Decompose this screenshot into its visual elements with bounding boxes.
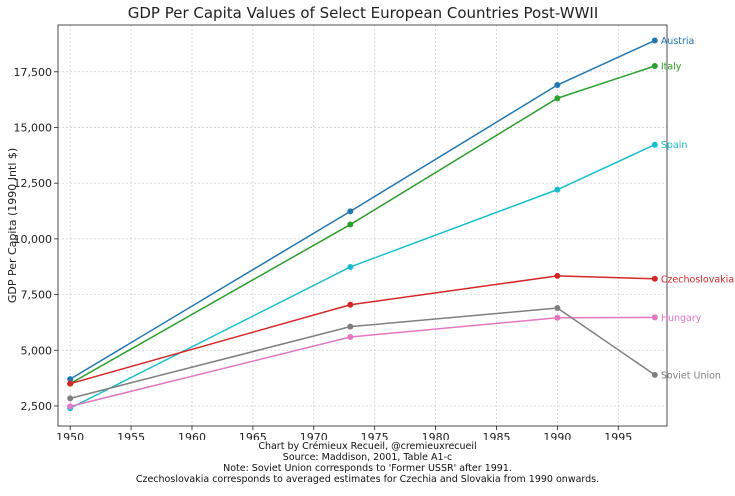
- series-label: Austria: [661, 36, 695, 47]
- data-point: [651, 371, 658, 378]
- x-tick-label: 1965: [239, 431, 267, 440]
- data-point: [651, 314, 658, 321]
- series-label: Hungary: [661, 313, 702, 324]
- footnote-source: Source: Maddison, 2001, Table A1-c: [282, 452, 453, 463]
- series-line: [69, 316, 655, 408]
- data-point: [347, 208, 354, 215]
- y-tick-label: 12,500: [14, 177, 53, 190]
- data-point: [651, 275, 658, 282]
- series-soviet-union: Soviet Union: [67, 305, 721, 402]
- x-tick-label: 1975: [361, 431, 389, 440]
- y-tick-label: 15,000: [14, 121, 53, 134]
- data-point: [347, 333, 354, 340]
- data-point: [347, 323, 354, 330]
- data-point: [67, 376, 74, 383]
- data-point: [67, 403, 74, 410]
- data-point: [347, 221, 354, 228]
- series-austria: Austria: [67, 36, 695, 383]
- y-tick-label: 10,000: [14, 233, 53, 246]
- y-tick-label: 5,000: [21, 344, 53, 357]
- series-spain: Spain: [67, 140, 688, 412]
- x-tick-label: 1980: [422, 431, 450, 440]
- data-point: [554, 186, 561, 193]
- x-tick-label: 1955: [117, 431, 145, 440]
- footnote-ussr: Note: Soviet Union corresponds to 'Forme…: [223, 463, 512, 474]
- data-point: [651, 141, 658, 148]
- data-point: [554, 95, 561, 102]
- data-point: [651, 63, 658, 70]
- x-tick-label: 1990: [543, 431, 571, 440]
- x-tick-label: 1950: [56, 431, 84, 440]
- series-label: Italy: [661, 62, 682, 73]
- y-tick-label: 2,500: [21, 400, 53, 413]
- series-line: [69, 39, 656, 380]
- series-group: Austria Italy Spain Czechoslovakia Hungary So…: [67, 36, 734, 412]
- footnote-czechoslovakia: Czechoslovakia corresponds to averaged e…: [135, 474, 600, 485]
- data-point: [347, 301, 354, 308]
- plot-area: [57, 24, 668, 427]
- axes: 1950 1955 1960 1965 1970 1975 1980 1985 1990 1995…: [14, 66, 633, 440]
- series-line: [69, 275, 655, 385]
- data-point: [67, 395, 74, 402]
- y-axis-label: GDP Per Capita (1990 Intl $): [6, 148, 19, 303]
- series-hungary: Hungary: [67, 313, 702, 410]
- series-label: Soviet Union: [661, 370, 721, 381]
- data-point: [347, 263, 354, 270]
- data-point: [651, 37, 658, 44]
- x-tick-label: 1985: [482, 431, 510, 440]
- x-tick-label: 1970: [300, 431, 328, 440]
- series-line: [69, 65, 656, 385]
- footnote-credit: Chart by Crémieux Recueil, @cremieuxrecu…: [258, 441, 477, 452]
- data-point: [554, 82, 561, 89]
- y-tick-label: 17,500: [14, 66, 53, 79]
- x-tick-label: 1995: [604, 431, 632, 440]
- y-tick-label: 7,500: [21, 289, 53, 302]
- data-point: [554, 272, 561, 279]
- x-tick-label: 1960: [178, 431, 206, 440]
- series-label: Spain: [661, 140, 688, 151]
- grid-lines: [58, 25, 667, 426]
- series-line: [69, 307, 656, 400]
- series-label: Czechoslovakia: [661, 274, 734, 285]
- data-point: [554, 314, 561, 321]
- series-line: [69, 144, 656, 409]
- series-czechoslovakia: Czechoslovakia: [67, 272, 734, 387]
- line-chart: GDP Per Capita Values of Select European…: [6, 4, 734, 440]
- data-point: [67, 380, 74, 387]
- data-point: [554, 305, 561, 312]
- chart-title: GDP Per Capita Values of Select European…: [128, 4, 599, 22]
